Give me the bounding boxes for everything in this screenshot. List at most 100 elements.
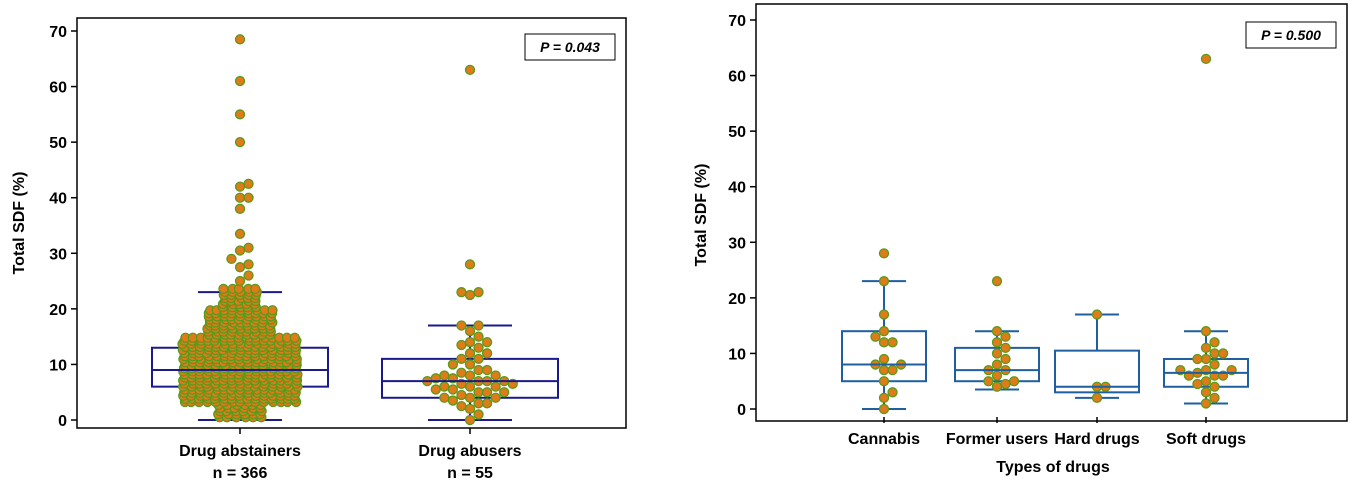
drug-abusers-point — [464, 392, 476, 403]
right-plot-frame — [755, 3, 1348, 422]
cannabis-point — [878, 364, 890, 376]
drug-abstainers-outlier-point — [234, 275, 246, 287]
drug-abusers-point — [481, 387, 493, 398]
former-users-point — [991, 337, 1003, 348]
former-users-box — [954, 346, 1040, 383]
hard-drugs-category-label: Hard drugs — [1054, 431, 1139, 448]
drug-abusers-point — [481, 348, 493, 359]
soft-drugs-category-label: Soft drugs — [1166, 431, 1246, 448]
left-y-axis: 0 10 20 30 40 50 60 70 — [49, 24, 77, 430]
cannabis-point — [887, 387, 898, 398]
former-users-point — [1000, 331, 1011, 342]
drug-abusers-point — [456, 320, 467, 331]
hard-drugs-point — [1091, 309, 1103, 320]
drug-abusers-point — [473, 353, 484, 365]
right-y-tick-label: 60 — [728, 69, 746, 86]
drug-abstainers-outlier-point — [234, 203, 246, 214]
right-y-axis: 0 10 20 30 40 50 60 70 — [728, 13, 756, 419]
drug-abusers-point — [473, 331, 484, 342]
left-y-tick-label: 30 — [49, 246, 67, 263]
drug-abstainers-outlier-point — [234, 245, 246, 256]
drug-abusers-outlier-point — [456, 287, 467, 298]
drug-abusers-point — [464, 337, 476, 348]
drug-abusers-point — [439, 381, 450, 392]
drug-abstainers-outlier-point — [234, 136, 246, 148]
drug-abusers-point — [481, 337, 493, 348]
right-y-tick-label: 0 — [737, 402, 746, 419]
former-users-point — [1000, 378, 1011, 390]
drug-abstainers-outlier-point — [234, 34, 246, 45]
drug-abusers-point — [456, 339, 467, 351]
cannabis-category-label: Cannabis — [848, 431, 920, 448]
right-chart: 0 10 20 30 40 50 60 70 Cannabis Former users Hard… — [693, 3, 1348, 476]
former-users-point — [1008, 376, 1020, 387]
drug-abusers-point — [473, 398, 484, 409]
cannabis-point — [878, 337, 890, 348]
cannabis-point — [878, 326, 890, 337]
drug-abstainers-outlier-point — [234, 109, 246, 120]
drug-abusers-point — [464, 370, 476, 381]
former-users-outlier-point — [991, 276, 1003, 287]
drug-abusers-point — [439, 392, 450, 403]
drug-abusers-point — [473, 364, 484, 376]
soft-drugs-point — [1209, 359, 1220, 370]
former-users-category-label: Former users — [946, 431, 1048, 448]
drug-abusers-n-label: n = 55 — [447, 465, 493, 482]
soft-drugs-point — [1192, 378, 1203, 390]
soft-drugs-point — [1209, 392, 1220, 404]
right-y-tick-label: 30 — [728, 235, 746, 252]
right-y-tick-label: 50 — [728, 124, 746, 141]
drug-abusers-point — [447, 384, 459, 395]
drug-abusers-outlier-point — [464, 259, 476, 270]
drug-abstainers-outlier-point — [243, 178, 254, 189]
right-plot-marks — [841, 53, 1249, 415]
drug-abstainers-outlier-point — [243, 242, 254, 253]
left-y-tick-label: 50 — [49, 135, 67, 152]
drug-abusers-point — [481, 364, 493, 376]
drug-abusers-point — [456, 367, 467, 378]
drug-abusers-point — [464, 325, 476, 337]
soft-drugs-point — [1209, 337, 1220, 348]
soft-drugs-outlier-point — [1200, 53, 1212, 65]
cannabis-point — [887, 337, 898, 348]
former-users-point — [991, 359, 1003, 370]
drug-abusers-point — [490, 370, 501, 381]
soft-drugs-point — [1209, 348, 1220, 359]
drug-abstainers-outlier-point — [226, 253, 237, 264]
former-users-point — [1000, 353, 1011, 365]
left-plot-marks — [151, 34, 559, 426]
drug-abusers-point — [473, 409, 484, 420]
former-users-point — [991, 348, 1003, 359]
right-y-tick-label: 10 — [728, 346, 746, 363]
soft-drugs-point — [1200, 376, 1212, 387]
former-users-point — [1000, 342, 1011, 354]
drug-abusers-category-label: Drug abusers — [418, 443, 521, 460]
cannabis-point — [887, 364, 898, 376]
soft-drugs-point — [1200, 398, 1212, 409]
right-p-value-text: P = 0.500 — [1261, 27, 1321, 43]
left-y-tick-label: 60 — [49, 80, 67, 97]
left-y-axis-label: Total SDF (%) — [11, 172, 28, 275]
drug-abstainers-point — [250, 283, 261, 295]
drug-abstainers-point — [267, 305, 278, 316]
drug-abstainers-n-label: n = 366 — [213, 465, 268, 482]
left-x-axis: Drug abstainers n = 366 Drug abusers n = 55 — [179, 428, 522, 482]
former-users-point — [991, 381, 1003, 392]
left-p-value-box — [524, 33, 616, 61]
drug-abstainers-point — [289, 332, 300, 343]
cannabis-point — [878, 403, 890, 415]
drug-abstainers-outlier-point — [234, 181, 246, 192]
drug-abstainers-outlier-point — [243, 270, 254, 281]
soft-drugs-point — [1200, 353, 1212, 365]
cannabis-point — [878, 309, 890, 320]
drug-abusers-point — [464, 381, 476, 392]
drug-abusers-point — [430, 384, 441, 395]
drug-abusers-point — [499, 387, 510, 398]
drug-abusers-point — [464, 403, 476, 415]
drug-abusers-point — [473, 387, 484, 398]
left-y-tick-label: 0 — [58, 413, 67, 430]
soft-drugs-point — [1200, 342, 1212, 354]
right-y-tick-label: 40 — [728, 180, 746, 197]
cannabis-point — [878, 276, 890, 287]
